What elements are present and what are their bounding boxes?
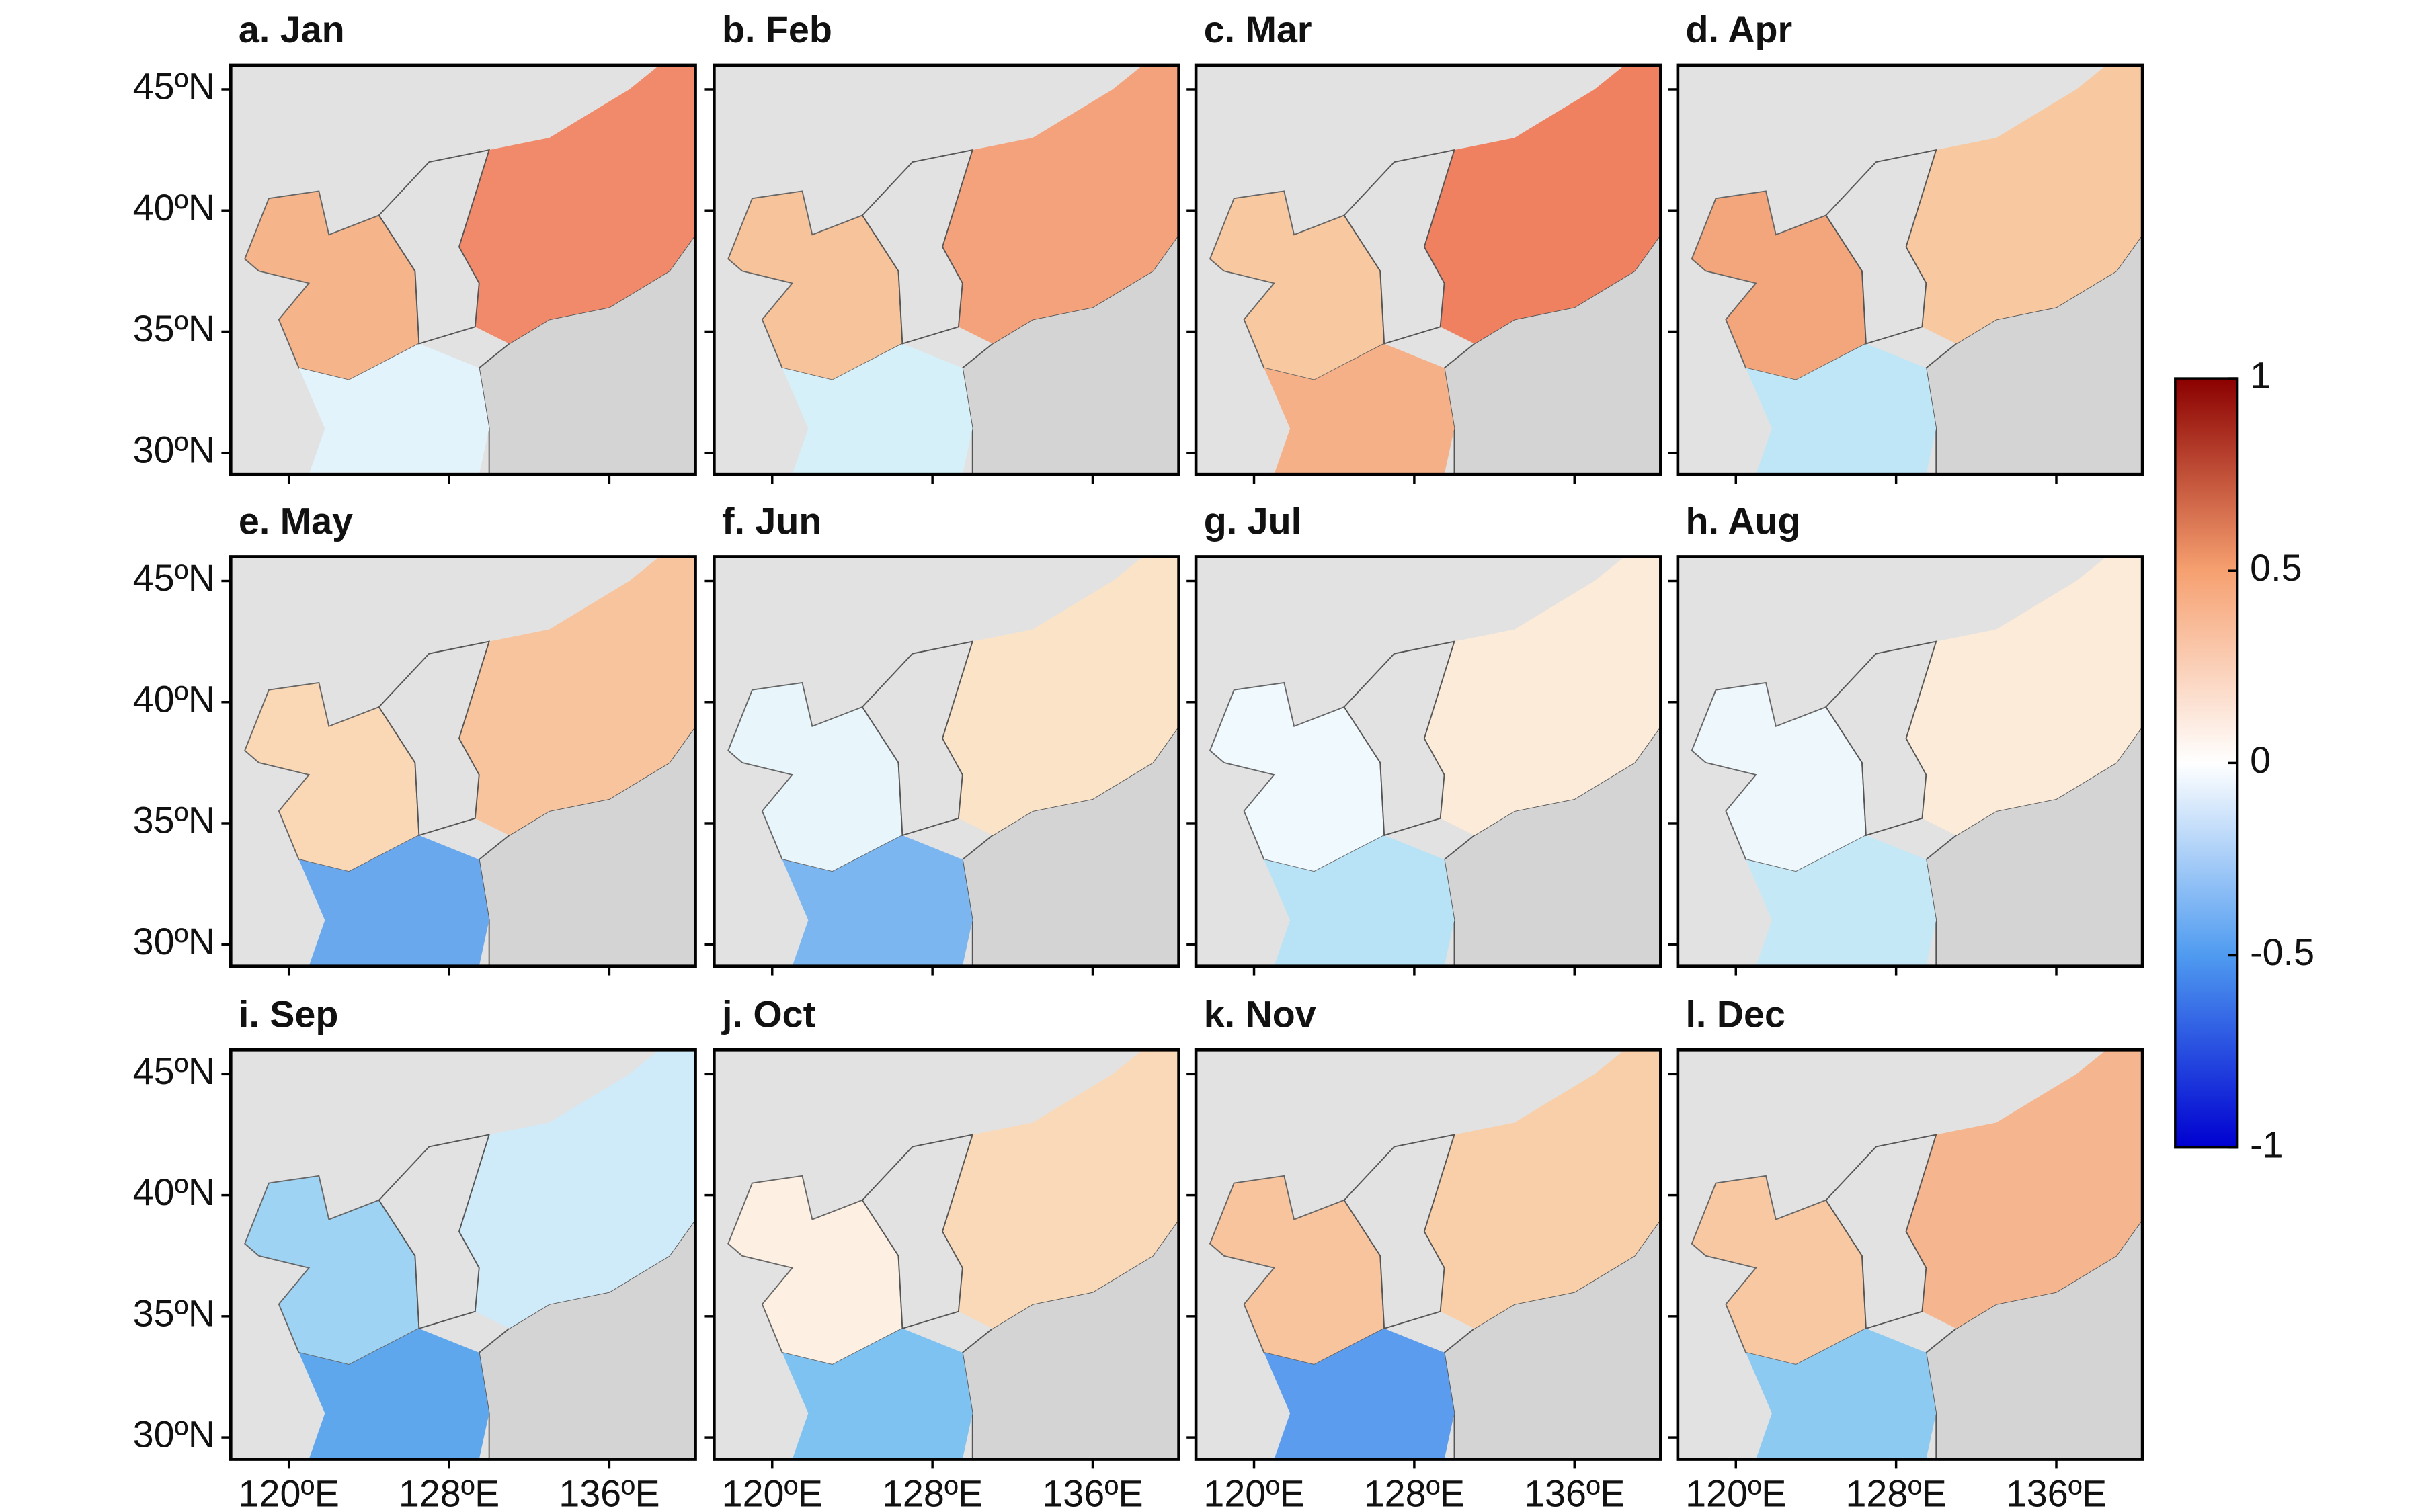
sea-field	[1906, 556, 2143, 836]
sea-field	[942, 1050, 1179, 1329]
sea-field	[1746, 343, 1937, 475]
colorbar-label: -0.5	[2250, 931, 2314, 973]
lon-label: 120ºE	[239, 1473, 339, 1512]
lon-label: 136ºE	[2006, 1473, 2107, 1512]
lon-label: 128ºE	[1845, 1473, 1946, 1512]
colorbar-label: 1	[2250, 355, 2271, 396]
lat-label: 45ºN	[133, 66, 215, 108]
panel-title: i. Sep	[239, 994, 338, 1036]
sea-field	[458, 65, 696, 344]
lon-label: 128ºE	[1364, 1473, 1465, 1512]
panel-title: g. Jul	[1204, 501, 1301, 542]
panel-frame	[713, 555, 1180, 968]
lat-label: 40ºN	[133, 1171, 215, 1213]
panel-frame	[229, 63, 697, 476]
lat-label: 35ºN	[133, 800, 215, 841]
lat-label: 40ºN	[133, 187, 215, 228]
panel-frame	[1676, 63, 2144, 476]
panel-frame	[229, 1048, 697, 1461]
sea-field	[1264, 835, 1455, 966]
sea-field	[1424, 65, 1661, 344]
sea-field	[1906, 1050, 2143, 1329]
panel-title: j. Oct	[721, 994, 815, 1036]
colorbar-label: -1	[2250, 1124, 2284, 1165]
panel-title: c. Mar	[1204, 9, 1312, 50]
panel-title: d. Apr	[1685, 9, 1792, 50]
sea-field	[782, 835, 973, 966]
lon-label: 136ºE	[1524, 1473, 1625, 1512]
panel-title: f. Jun	[722, 501, 821, 542]
panel-title: b. Feb	[722, 9, 832, 50]
lon-label: 136ºE	[559, 1473, 659, 1512]
coastline	[1825, 1134, 1937, 1330]
panel-title: a. Jan	[239, 9, 345, 50]
sea-field	[298, 1328, 489, 1460]
panel-frame	[229, 555, 697, 968]
coastline	[378, 149, 490, 345]
panel-frame	[1676, 1048, 2144, 1461]
lon-label: 128ºE	[399, 1473, 499, 1512]
sea-field	[942, 65, 1179, 344]
lat-label: 35ºN	[133, 1293, 215, 1335]
colorbar-label: 0.5	[2250, 547, 2302, 589]
sea-field	[942, 556, 1179, 836]
lon-label: 136ºE	[1042, 1473, 1143, 1512]
panel-frame	[1676, 555, 2144, 968]
lon-label: 120ºE	[722, 1473, 823, 1512]
coastline	[1343, 1134, 1455, 1330]
panel-title: k. Nov	[1204, 994, 1316, 1036]
coastline	[378, 640, 490, 837]
coastline	[378, 1134, 490, 1330]
panel-frame	[713, 63, 1180, 476]
panel-title: h. Aug	[1685, 501, 1800, 542]
lat-label: 40ºN	[133, 679, 215, 720]
coastline	[861, 1134, 974, 1330]
lon-label: 120ºE	[1685, 1473, 1786, 1512]
panel-frame	[1194, 63, 1662, 476]
lat-label: 30ºN	[133, 1414, 215, 1456]
panel-title: l. Dec	[1685, 994, 1785, 1036]
sea-field	[298, 343, 489, 475]
sea-field	[1424, 556, 1661, 836]
sea-field	[782, 343, 973, 475]
lon-label: 120ºE	[1203, 1473, 1304, 1512]
coastline	[1343, 149, 1455, 345]
sea-field	[782, 1328, 973, 1460]
sea-field	[1264, 343, 1455, 475]
sea-field	[1746, 1328, 1937, 1460]
sea-field	[1264, 1328, 1455, 1460]
coastline	[1825, 149, 1937, 345]
coastline	[1343, 640, 1455, 837]
sea-field	[458, 1050, 696, 1329]
coastline	[861, 149, 974, 345]
lat-label: 45ºN	[133, 1050, 215, 1092]
lat-label: 30ºN	[133, 921, 215, 962]
coastline	[861, 640, 974, 837]
lat-label: 30ºN	[133, 429, 215, 470]
sea-field	[1906, 65, 2143, 344]
panel-frame	[713, 1048, 1180, 1461]
panel-title: e. May	[239, 501, 353, 542]
sea-field	[1424, 1050, 1661, 1329]
colorbar	[2174, 377, 2239, 1149]
coastline	[1825, 640, 1937, 837]
colorbar-label: 0	[2250, 739, 2271, 781]
lat-label: 35ºN	[133, 308, 215, 349]
panel-frame	[1194, 1048, 1662, 1461]
panel-frame	[1194, 555, 1662, 968]
lon-label: 128ºE	[882, 1473, 983, 1512]
sea-field	[458, 556, 696, 836]
sea-field	[298, 835, 489, 966]
sea-field	[1746, 835, 1937, 966]
lat-label: 45ºN	[133, 557, 215, 599]
